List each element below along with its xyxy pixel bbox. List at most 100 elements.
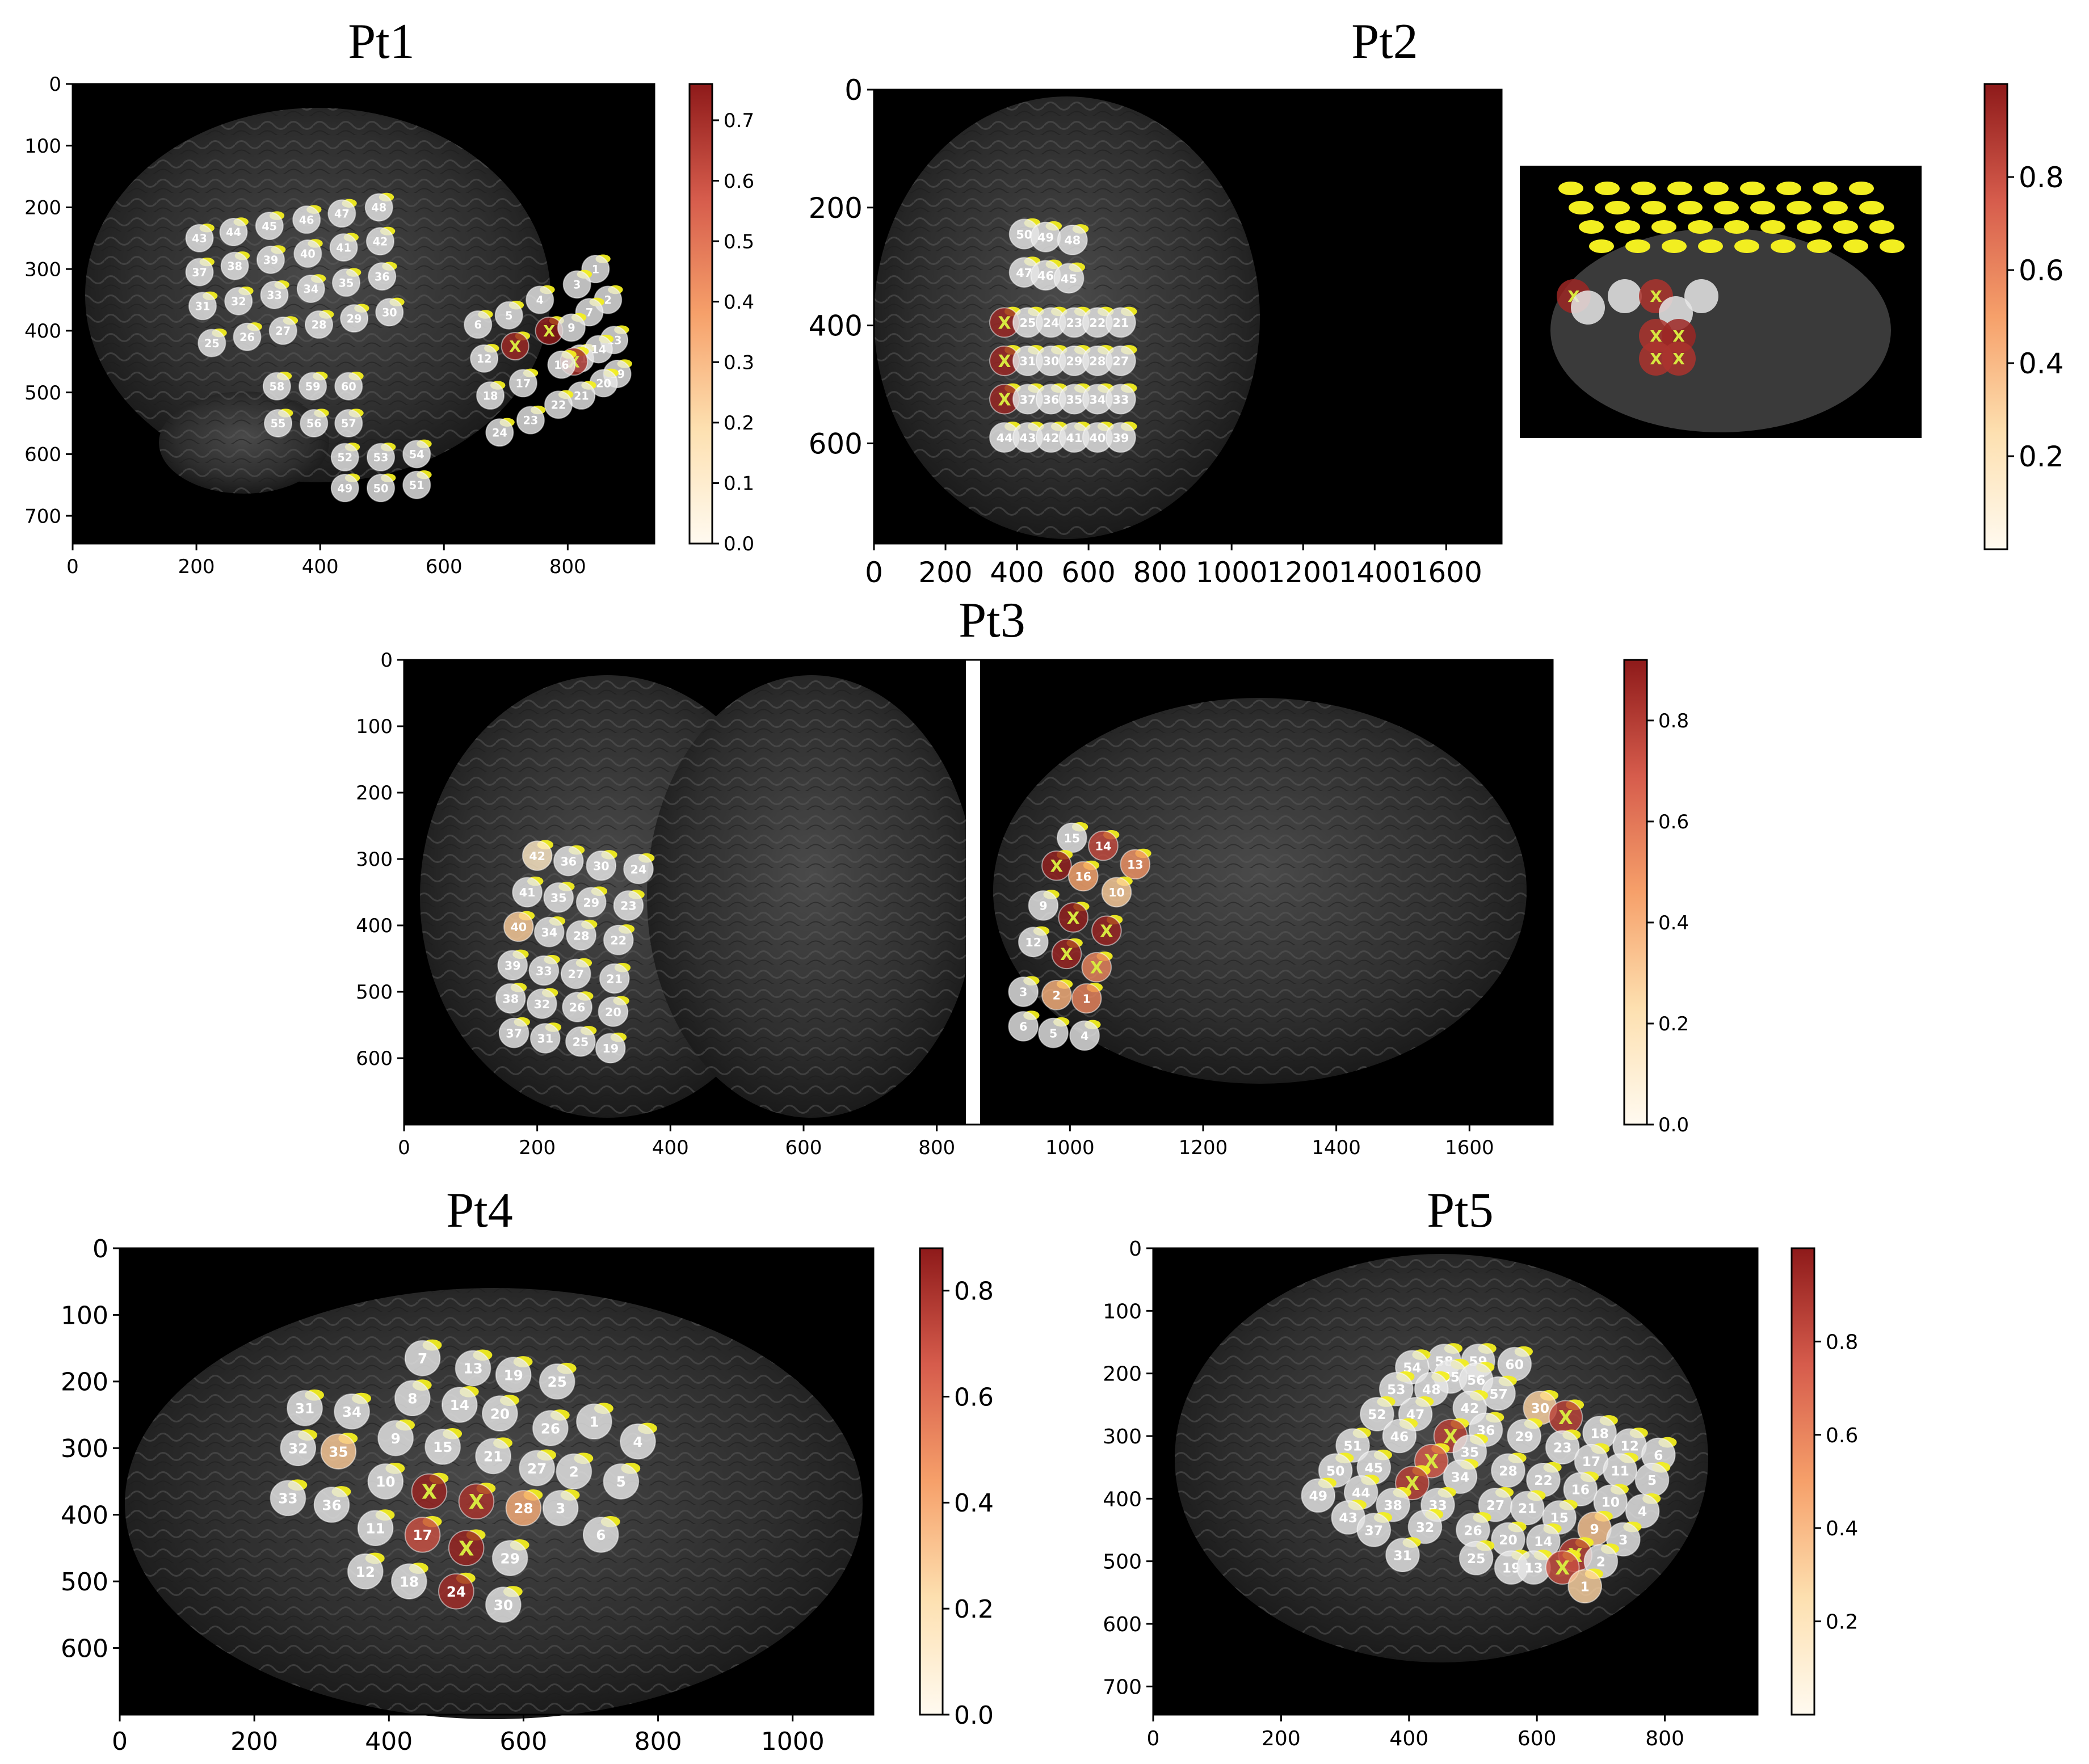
electrode-label: 4 [536,294,544,307]
electrode [455,1350,491,1387]
electrode [448,1530,485,1567]
electrode [522,840,553,871]
colorbar-tick-label: 0.5 [724,230,754,253]
inset-electrode [1571,291,1605,325]
x-tick-label: 0 [1147,1727,1160,1750]
electrode-label: 41 [336,241,351,254]
inset-stim-marker: X [1672,327,1685,346]
electrode-label: 4 [633,1434,642,1450]
x-tick-label: 800 [549,555,586,578]
electrode-label: 44 [1352,1485,1371,1501]
electrode-label: 60 [341,380,356,393]
panel-title-pt3: Pt3 [959,593,1025,648]
electrode-label: 25 [548,1374,567,1390]
inset-contact [1631,182,1656,195]
electrode [364,193,393,222]
colorbar-tick-label: 0.6 [2019,254,2064,287]
inset-contact [1595,182,1620,195]
electrode [576,1403,612,1440]
electrode [300,409,329,437]
electrode-label: 34 [1089,393,1106,406]
electrode-label: 37 [1020,393,1036,406]
electrode-label: 23 [620,899,637,913]
inset-contact [1776,182,1801,195]
electrode-label: 42 [373,235,388,248]
electrode-label: 17 [1582,1454,1601,1470]
electrode-label: 57 [341,417,356,430]
inset-stim-marker: X [1650,350,1662,368]
electrode [544,390,573,419]
y-tick-label: 0 [380,649,393,672]
electrode-label: 12 [477,352,492,365]
electrode-label: 9 [391,1430,401,1447]
electrode-label: 46 [1037,269,1054,283]
y-tick-label: 400 [809,310,863,343]
y-tick-label: 300 [24,258,61,281]
electrode [1360,1397,1394,1432]
electrode-label: 44 [226,226,241,239]
inset-stim-marker: X [1650,287,1662,306]
electrode-label: 9 [1039,899,1047,913]
electrode-label: 17 [515,377,531,390]
electrode [1088,830,1119,861]
electrode [1105,345,1136,376]
electrode-label: 13 [1127,858,1144,872]
electrode [1038,1017,1069,1049]
electrode-label: 31 [537,1032,553,1046]
electrode [566,920,596,951]
electrode [1101,877,1132,908]
electrode-label: 28 [573,929,590,942]
electrode [560,958,591,990]
electrode [1105,422,1136,453]
axes-frame [1152,1247,1759,1716]
electrode-label: 53 [1387,1382,1406,1397]
electrode-label: 4 [1638,1504,1647,1519]
electrode-label: 28 [514,1500,533,1517]
electrode-label: 27 [1486,1497,1505,1513]
electrode [1567,1569,1603,1604]
electrode-label: 50 [1016,228,1032,241]
electrode-label: 56 [306,417,322,430]
electrode-label: 20 [605,1005,621,1019]
electrode-label: 40 [300,247,316,260]
y-tick-label: 300 [1103,1425,1142,1449]
colorbar-tick-label: 0.3 [724,352,754,374]
electrode-label: 24 [631,862,647,876]
electrode-label: 45 [262,220,277,233]
electrode [494,301,523,330]
electrode-label: 22 [1089,316,1106,330]
electrode [256,245,285,274]
electrode [1105,384,1136,415]
electrode [402,470,431,499]
electrode [1051,938,1082,970]
electrode [367,474,396,503]
electrode-label: 24 [1043,316,1059,330]
electrode [553,845,584,877]
electrode-label: 14 [1534,1534,1553,1550]
electrode [1356,1513,1392,1547]
stim-marker: X [998,352,1011,372]
colorbar-tick-label: 0.6 [724,170,754,193]
electrode-label: 38 [502,992,519,1005]
electrode-label: 48 [1422,1382,1441,1397]
electrode [220,251,249,280]
inset-contact [1880,239,1905,253]
electrode-label: 3 [573,279,581,292]
inset-contact [1569,201,1594,214]
inset-contact [1797,220,1822,234]
inset-contact [1787,201,1811,214]
axes-frame [403,659,1554,1126]
electrode [293,239,322,268]
electrode [441,1387,478,1423]
electrode-label: 56 [1467,1372,1486,1388]
inset-contact [1823,201,1848,214]
y-tick-label: 600 [809,427,863,460]
electrode-label: 25 [1020,316,1036,330]
electrode-label: 16 [554,359,569,372]
electrode-label: 19 [503,1367,523,1383]
electrode-label: 33 [278,1491,297,1507]
electrode [404,1517,441,1553]
x-tick-label: 600 [426,555,463,578]
y-tick-label: 600 [61,1634,108,1663]
x-tick-label: 1000 [761,1727,825,1756]
